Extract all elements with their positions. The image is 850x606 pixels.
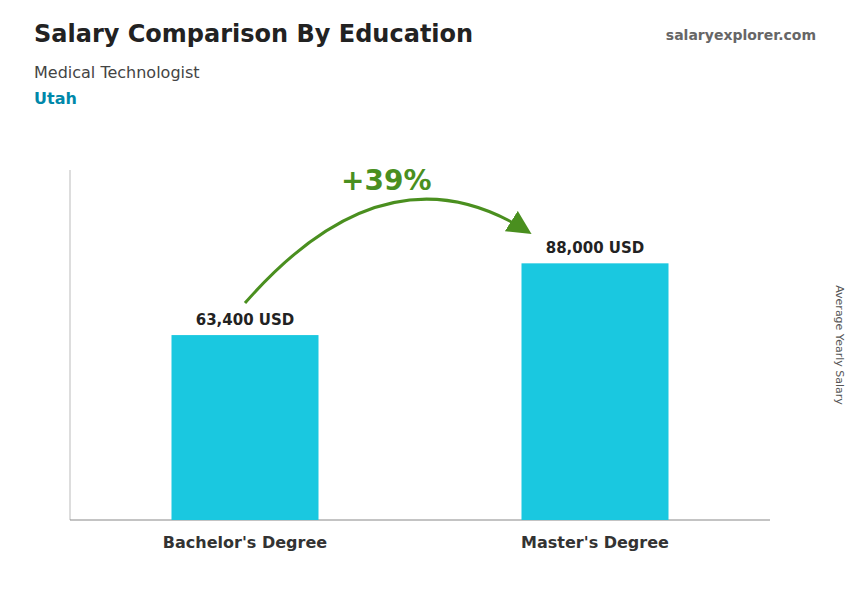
location: Utah: [34, 89, 77, 108]
x-tick-label: Bachelor's Degree: [163, 533, 327, 552]
y-axis-line: [70, 170, 71, 520]
title: Salary Comparison By Education: [34, 20, 473, 48]
chart: Salary Comparison By Education Medical Te…: [0, 0, 850, 606]
change-arrow: [245, 199, 528, 303]
bar: [522, 263, 669, 520]
data-label: 63,400 USD: [196, 311, 295, 329]
watermark: salaryexplorer.com: [666, 27, 816, 43]
pct-change: +39%: [341, 164, 431, 197]
y-axis-label: Average Yearly Salary: [833, 285, 846, 405]
subtitle: Medical Technologist: [34, 63, 200, 82]
x-tick-label: Master's Degree: [521, 533, 669, 552]
data-label: 88,000 USD: [546, 239, 645, 257]
bar: [172, 335, 319, 520]
